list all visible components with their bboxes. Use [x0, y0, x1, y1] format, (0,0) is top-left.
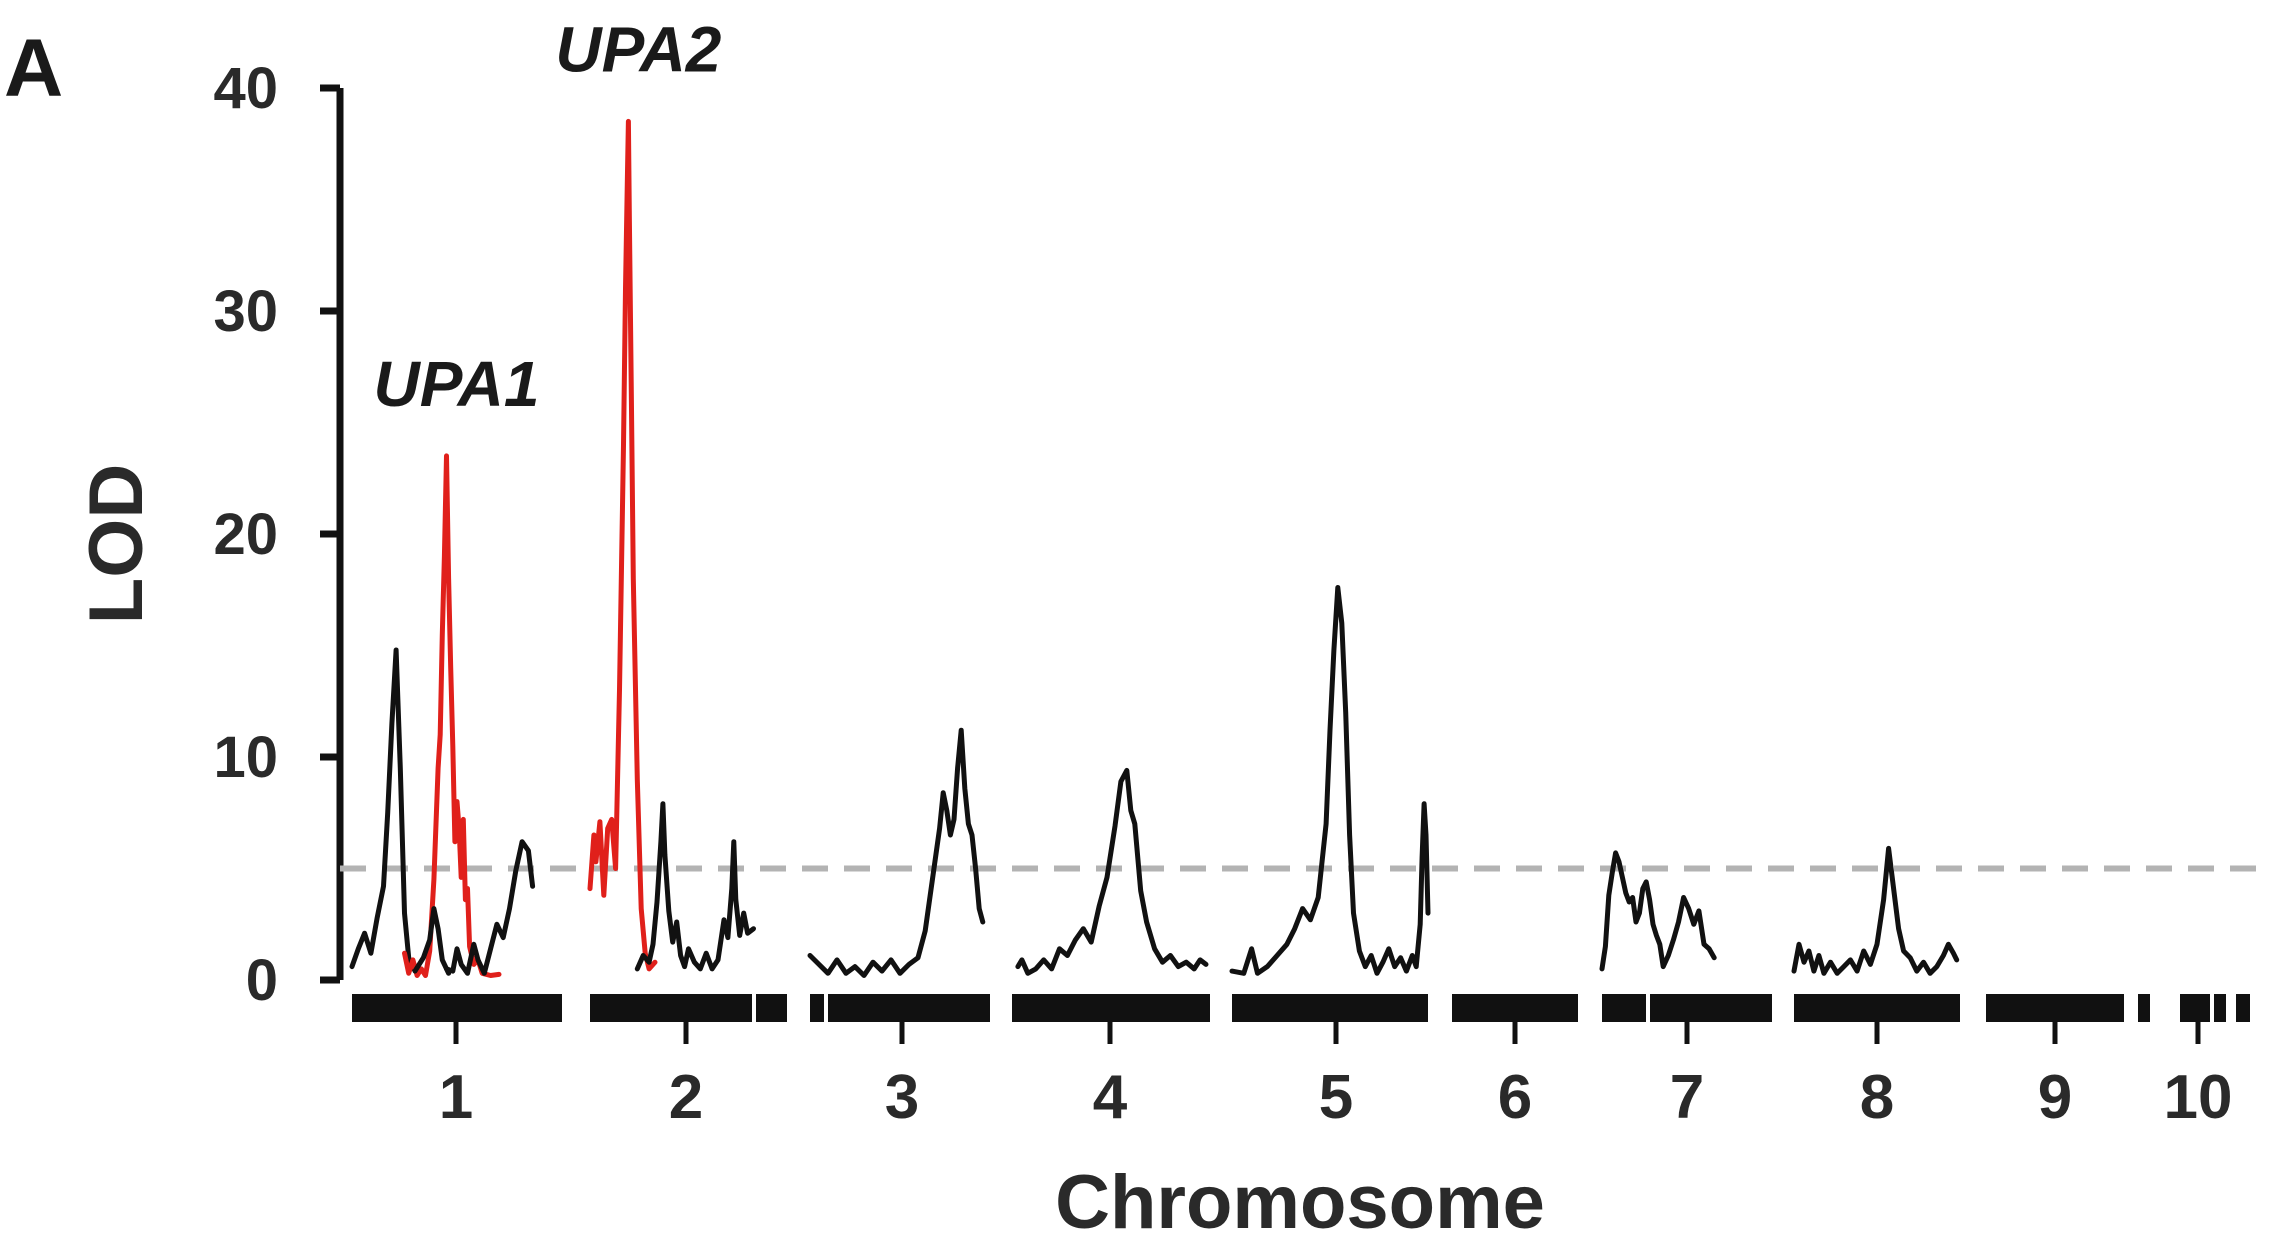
- y-tick-label: 0: [246, 948, 278, 1013]
- chromosome-bar-10: [2180, 994, 2210, 1022]
- x-ticks: 1 2 3 4 5 6 7 8 9 10: [439, 1022, 2233, 1132]
- lod-trace-chr3: [807, 727, 986, 978]
- chromosome-bar-7: [1650, 994, 1772, 1022]
- y-axis-title: LOD: [74, 464, 159, 624]
- y-tick-label: 40: [213, 56, 278, 121]
- peak-label-upa1: UPA1: [374, 348, 540, 420]
- y-tick-label: 20: [213, 502, 278, 567]
- x-tick-label: 10: [2164, 1063, 2233, 1132]
- x-tick-label: 5: [1319, 1063, 1353, 1132]
- lod-trace-chr7: [1599, 850, 1717, 972]
- y-tick-label: 30: [213, 279, 278, 344]
- chromosome-bar-10: [2138, 994, 2150, 1022]
- lod-trace-chr2: [634, 801, 756, 972]
- x-tick-label: 3: [885, 1063, 919, 1132]
- x-tick-label: 4: [1093, 1063, 1128, 1132]
- chromosome-bar-3: [828, 994, 990, 1022]
- lod-trace-chr5: [1229, 585, 1431, 976]
- lod-trace-chr4: [1015, 767, 1209, 976]
- peak-label-upa2: UPA2: [555, 13, 721, 85]
- x-axis-title: Chromosome: [1055, 1160, 1545, 1244]
- chromosome-bar-9: [1986, 994, 2124, 1022]
- x-tick-label: 7: [1670, 1063, 1704, 1132]
- chromosome-bars: [352, 994, 2250, 1022]
- chromosome-bar-6: [1452, 994, 1578, 1022]
- chromosome-bar-7: [1602, 994, 1646, 1022]
- x-tick-label: 1: [439, 1063, 473, 1132]
- panel-letter: A: [4, 23, 63, 114]
- chromosome-bar-8: [1794, 994, 1960, 1022]
- chromosome-bar-3: [810, 994, 824, 1022]
- chromosome-bar-2: [590, 994, 752, 1022]
- chromosome-bar-2: [756, 994, 787, 1022]
- chromosome-bar-10: [2214, 994, 2226, 1022]
- chromosome-bar-1: [352, 994, 562, 1022]
- x-tick-label: 6: [1498, 1063, 1532, 1132]
- annotation-layer: UPA1 UPA2: [374, 13, 722, 420]
- lod-trace-chr1: [444, 839, 536, 976]
- x-tick-label: 2: [669, 1063, 703, 1132]
- lod-trace-chr1: [412, 906, 452, 976]
- series-layer: [349, 118, 1960, 978]
- y-axis: 0 10 20 30 40: [213, 56, 344, 1013]
- lod-trace-chr1: [402, 453, 502, 978]
- x-tick-label: 8: [1860, 1063, 1894, 1132]
- chromosome-bar-10: [2236, 994, 2250, 1022]
- y-tick-label: 10: [213, 725, 278, 790]
- lod-trace-chr1: [349, 647, 416, 972]
- chromosome-bar-4: [1012, 994, 1210, 1022]
- chromosome-bar-5: [1232, 994, 1428, 1022]
- lod-trace-chr8: [1791, 845, 1960, 976]
- lod-trace-chr2: [587, 118, 658, 972]
- x-tick-label: 9: [2038, 1063, 2072, 1132]
- y-ticks: 0 10 20 30 40: [213, 56, 340, 1013]
